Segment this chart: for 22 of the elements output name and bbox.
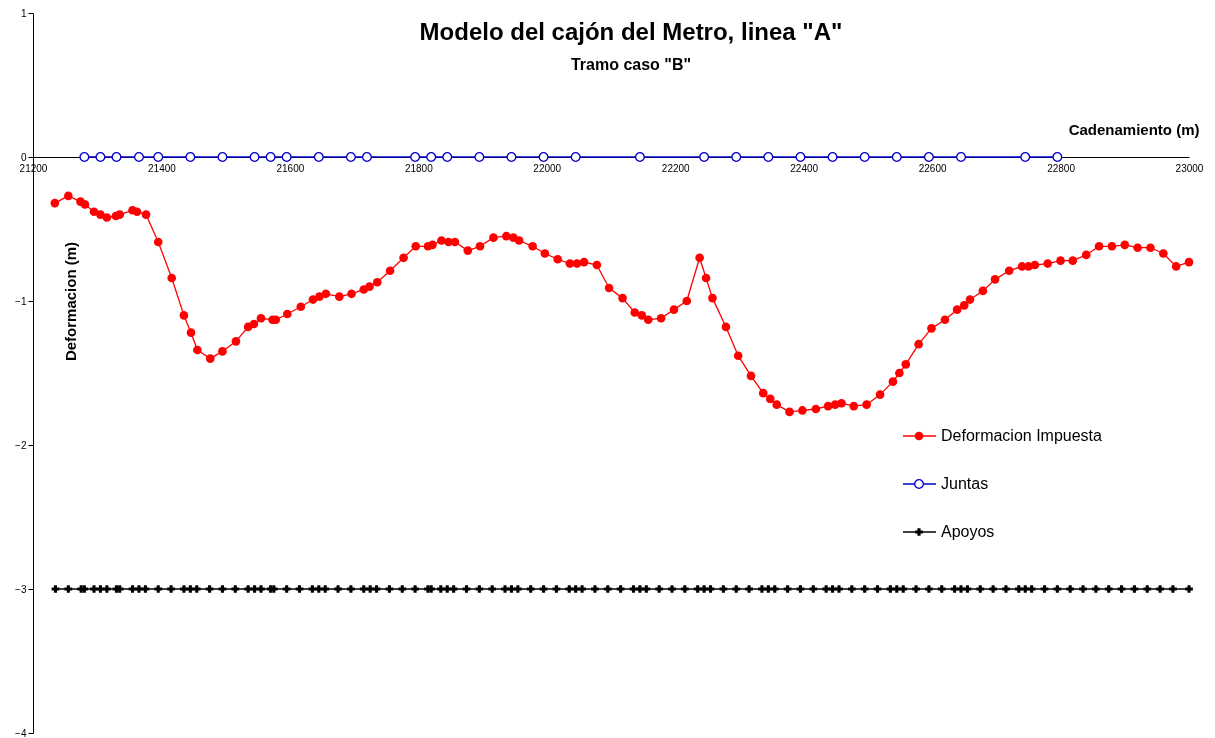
x-axis-title: Cadenamiento (m) <box>1068 120 1200 138</box>
x-tick-label: 22000 <box>533 162 562 174</box>
legend-label: Deformacion Impuesta <box>941 427 1103 444</box>
y-tick-label: 1 <box>20 7 27 19</box>
x-tick-label: 23000 <box>1175 162 1204 174</box>
y-tick-label: −4 <box>15 727 27 738</box>
legend-label: Juntas <box>941 475 989 492</box>
y-tick-label: −3 <box>15 583 27 595</box>
y-tick-label: 0 <box>20 151 27 163</box>
y-tick-label: −2 <box>15 439 27 451</box>
text: Tramo caso "B" <box>570 56 692 73</box>
x-tick-label: 22600 <box>918 162 947 174</box>
y-axis-title: Deformacion (m) <box>61 241 79 362</box>
x-tick-label: 21800 <box>404 162 434 174</box>
x-tick-label: 21600 <box>276 162 305 174</box>
legend-label: Apoyos <box>941 523 995 540</box>
x-tick-label: 22400 <box>790 162 819 174</box>
y-tick-label: −1 <box>15 295 27 307</box>
x-tick-label: 21400 <box>148 162 177 174</box>
chart-title: Modelo del cajón del Metro, linea "A" <box>419 18 843 45</box>
x-tick-label: 22200 <box>661 162 691 174</box>
x-tick-label: 22800 <box>1047 162 1076 174</box>
